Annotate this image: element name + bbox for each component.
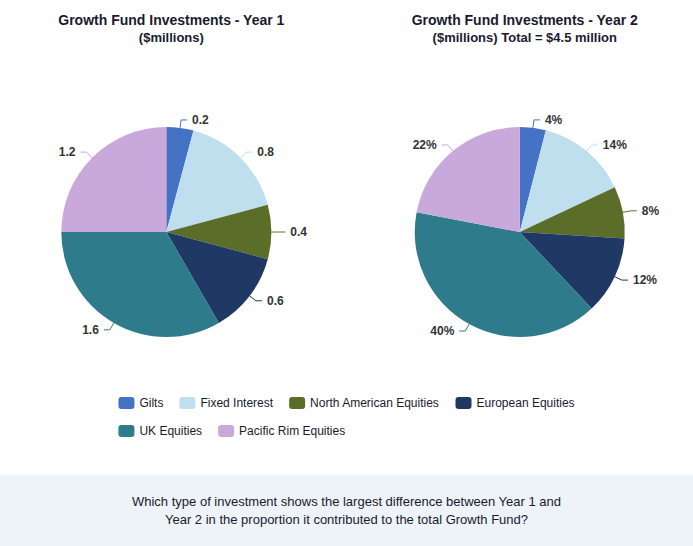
svg-text:Which type of investment shows: Which type of investment shows the large…	[132, 494, 561, 509]
svg-text:Growth Fund Investments - Year: Growth Fund Investments - Year 2	[412, 12, 638, 28]
svg-text:Growth Fund Investments - Year: Growth Fund Investments - Year 1	[58, 12, 284, 28]
svg-text:($millions): ($millions)	[139, 30, 204, 45]
svg-text:Gilts: Gilts	[139, 396, 163, 410]
svg-text:0.8: 0.8	[257, 145, 274, 159]
svg-text:($millions) Total = $4.5 milli: ($millions) Total = $4.5 million	[433, 30, 617, 45]
svg-text:North American Equities: North American Equities	[310, 396, 439, 410]
svg-text:Pacific Rim Equities: Pacific Rim Equities	[239, 424, 345, 438]
svg-text:1.6: 1.6	[82, 323, 99, 337]
svg-text:European Equities: European Equities	[477, 396, 575, 410]
svg-text:0.4: 0.4	[290, 225, 307, 239]
svg-text:12%: 12%	[633, 273, 657, 287]
svg-text:UK Equities: UK Equities	[139, 424, 202, 438]
svg-text:0.2: 0.2	[192, 113, 209, 127]
svg-text:Fixed Interest: Fixed Interest	[200, 396, 273, 410]
svg-text:1.2: 1.2	[59, 145, 76, 159]
svg-text:8%: 8%	[642, 204, 660, 218]
svg-text:0.6: 0.6	[267, 294, 284, 308]
svg-text:14%: 14%	[603, 138, 627, 152]
svg-text:Year 2 in the proportion it co: Year 2 in the proportion it contributed …	[165, 512, 528, 527]
svg-text:22%: 22%	[413, 138, 437, 152]
svg-text:40%: 40%	[430, 324, 454, 338]
svg-text:4%: 4%	[545, 113, 563, 127]
